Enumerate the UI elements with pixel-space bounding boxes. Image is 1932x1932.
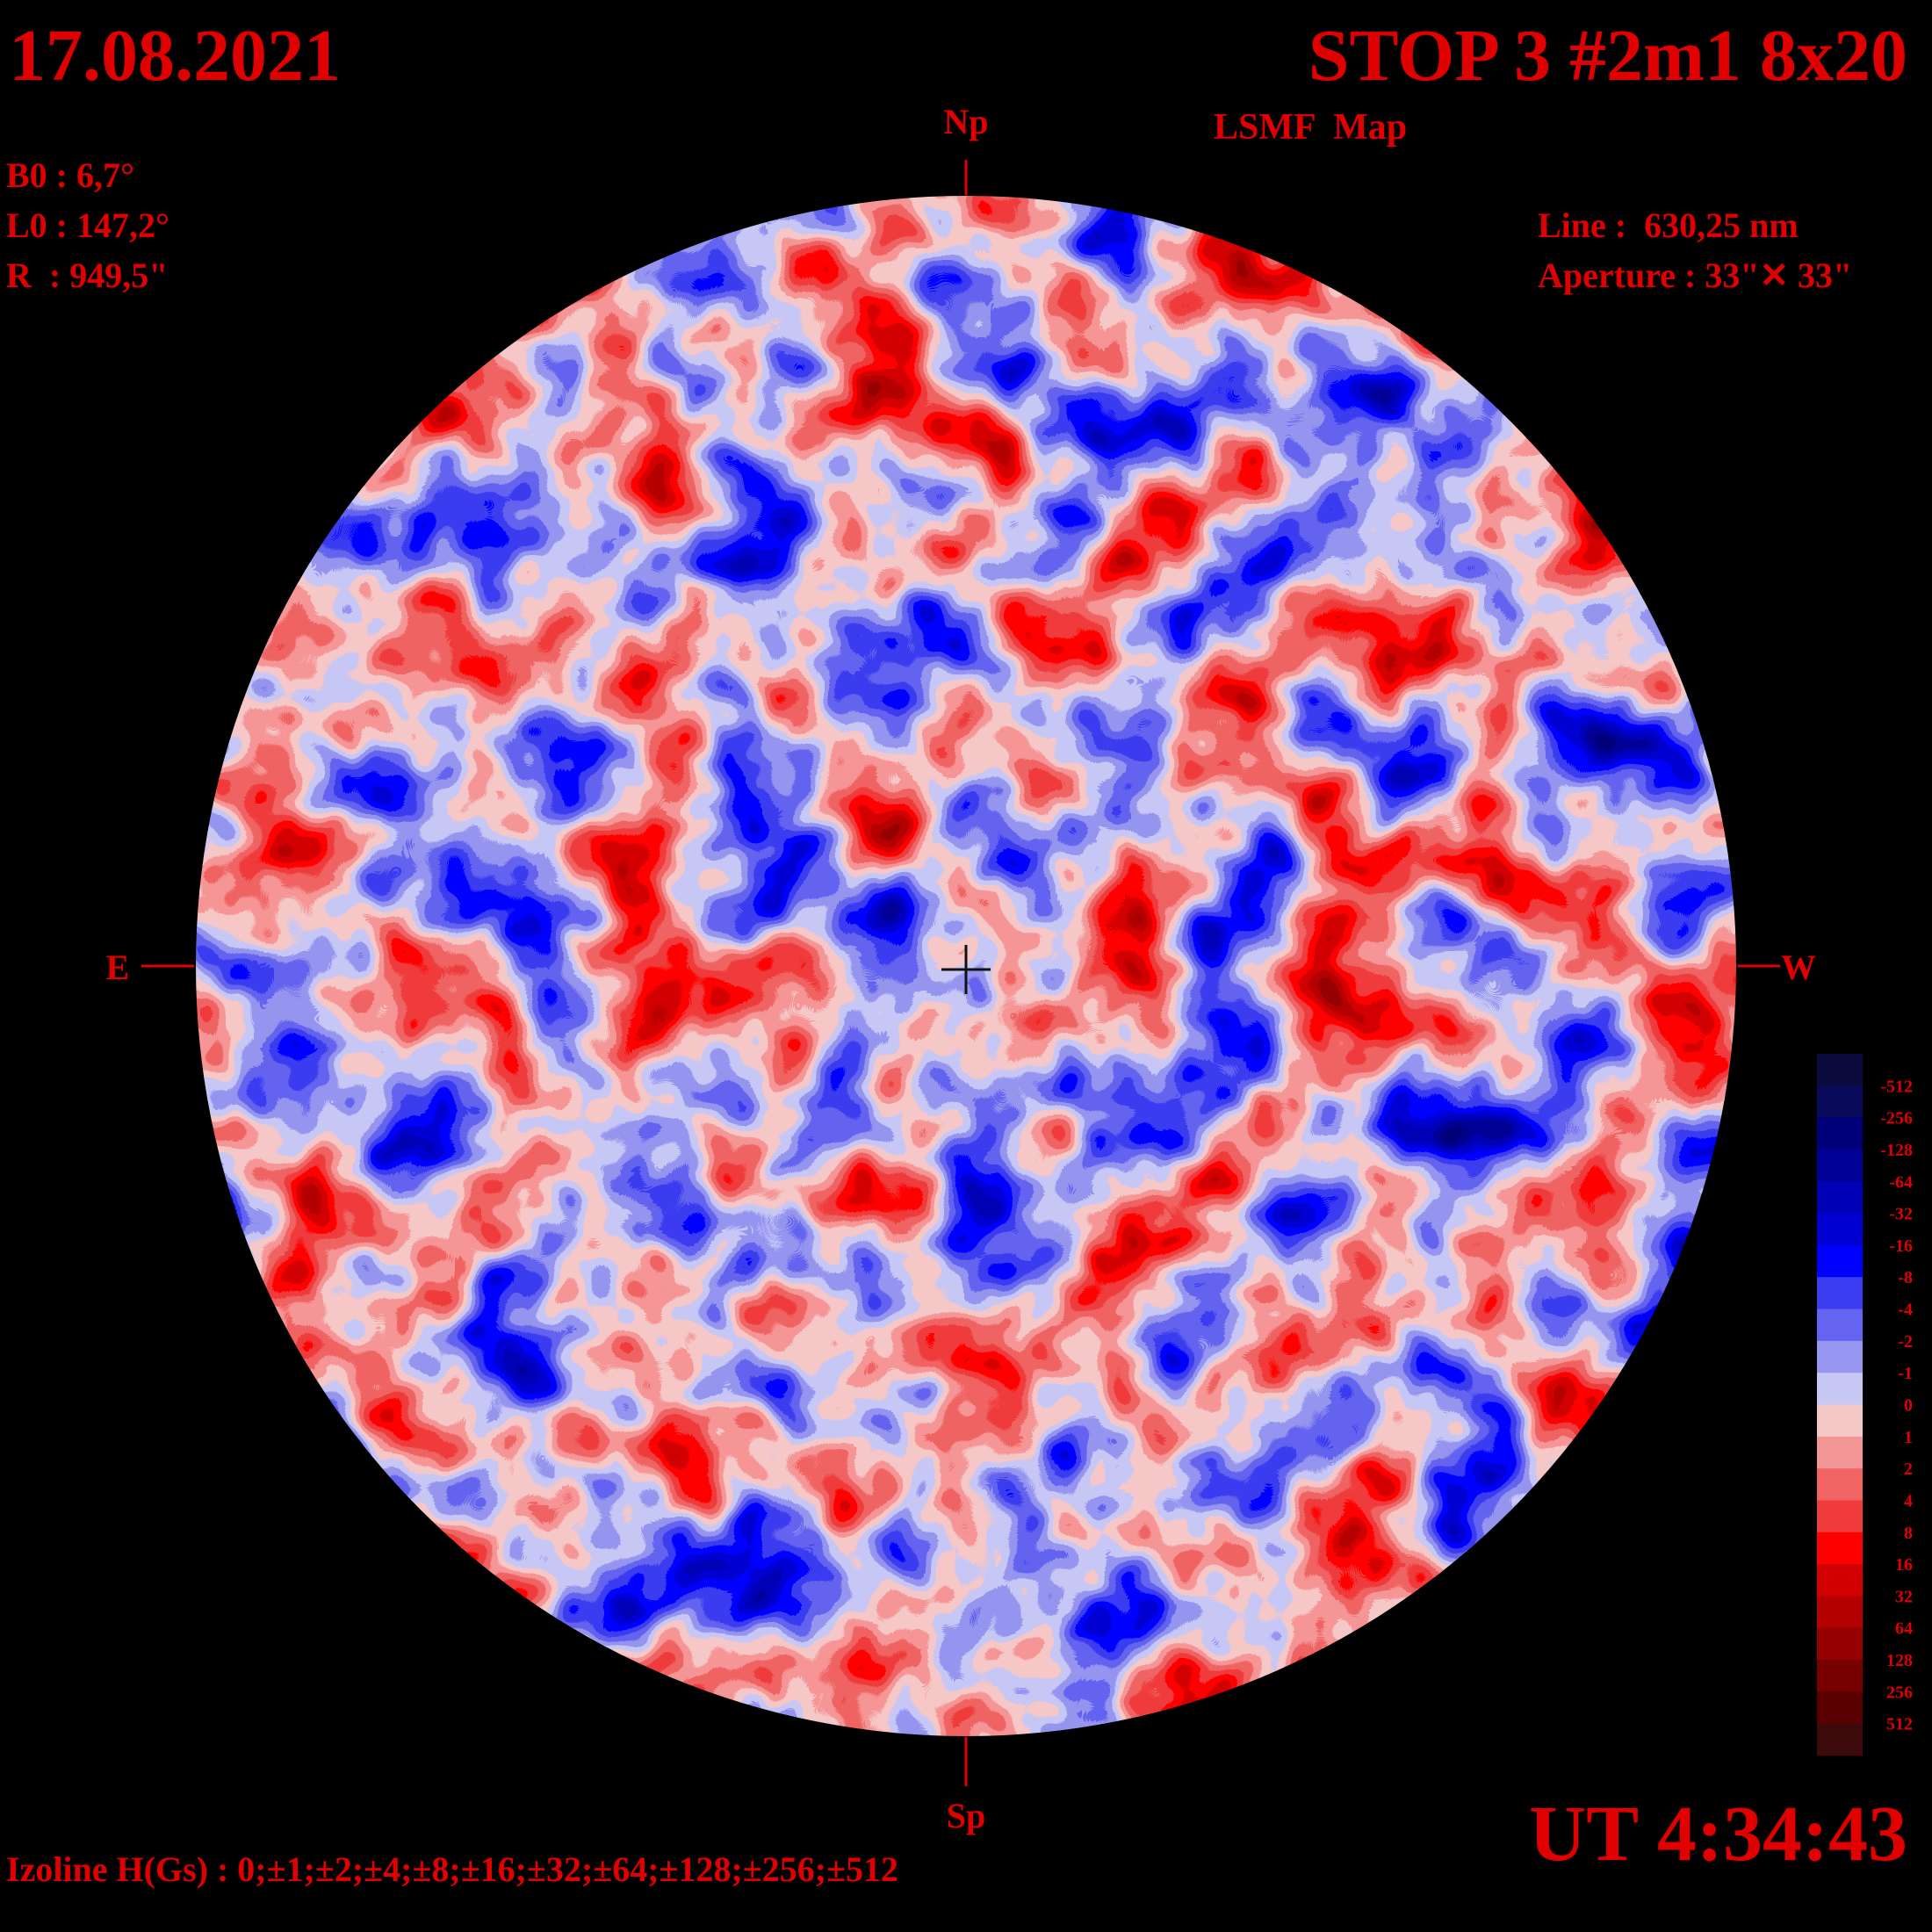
colorbar-label: -16 bbox=[1889, 1236, 1913, 1256]
center-cross bbox=[941, 945, 991, 994]
colorbar-label: -2 bbox=[1898, 1332, 1913, 1352]
colorbar-label: 8 bbox=[1904, 1524, 1913, 1543]
colorbar-band bbox=[1817, 1181, 1863, 1215]
colorbar-band bbox=[1817, 1085, 1863, 1119]
colorbar-label: 16 bbox=[1895, 1555, 1913, 1575]
colorbar-label: -1 bbox=[1898, 1364, 1913, 1383]
colorbar-band bbox=[1817, 1436, 1863, 1469]
north-label: Np bbox=[943, 102, 988, 141]
subtitle: LSMF Map bbox=[1214, 107, 1407, 148]
line-info: Line : 630,25 nm bbox=[1538, 205, 1799, 245]
colorbar-band bbox=[1817, 1468, 1863, 1501]
east-label: E bbox=[106, 948, 130, 987]
colorbar-band bbox=[1817, 1627, 1863, 1661]
colorbar-label: -256 bbox=[1880, 1109, 1913, 1128]
colorbar-label: 2 bbox=[1904, 1460, 1913, 1479]
colorbar-band bbox=[1817, 1213, 1863, 1246]
colorbar-band bbox=[1817, 1277, 1863, 1310]
west-label: W bbox=[1781, 948, 1816, 987]
colorbar-band bbox=[1817, 1340, 1863, 1373]
colorbar-label: 128 bbox=[1886, 1651, 1913, 1670]
colorbar-band bbox=[1817, 1308, 1863, 1342]
colorbar-band bbox=[1817, 1404, 1863, 1438]
colorbar-band bbox=[1817, 1723, 1863, 1756]
colorbar-band bbox=[1817, 1500, 1863, 1533]
colorbar-band bbox=[1817, 1117, 1863, 1150]
colorbar-label: 4 bbox=[1904, 1491, 1913, 1510]
colorbar-band bbox=[1817, 1373, 1863, 1405]
colorbar-label: -32 bbox=[1889, 1205, 1913, 1224]
radius: R : 949,5" bbox=[6, 256, 168, 295]
colorbar-band bbox=[1817, 1660, 1863, 1692]
colorbar-label: 1 bbox=[1904, 1428, 1913, 1447]
colorbar: -512 -256 -128 -64 -32 -16 -8 -4 -2 -1 0 1 2 4 8 16 32 64… bbox=[1817, 1054, 1913, 1756]
izoline: Izoline H(Gs) : 0;±1;±2;±4;±8;±16;±32;±6… bbox=[6, 1849, 898, 1889]
date: 17.08.2021 bbox=[9, 15, 341, 97]
colorbar-label: -128 bbox=[1880, 1141, 1913, 1160]
colorbar-band bbox=[1817, 1532, 1863, 1565]
b0: B0 : 6,7° bbox=[6, 155, 134, 195]
colorbar-label: 32 bbox=[1895, 1587, 1913, 1606]
l0: L0 : 147,2° bbox=[6, 205, 169, 245]
colorbar-band bbox=[1817, 1054, 1863, 1086]
title: STOP 3 #2m1 8x20 bbox=[1308, 15, 1907, 97]
colorbar-label: 256 bbox=[1886, 1683, 1913, 1702]
colorbar-band bbox=[1817, 1596, 1863, 1629]
colorbar-label: -64 bbox=[1889, 1172, 1913, 1192]
south-label: Sp bbox=[947, 1796, 986, 1835]
colorbar-band bbox=[1817, 1149, 1863, 1182]
colorbar-label: 512 bbox=[1886, 1715, 1913, 1734]
colorbar-band bbox=[1817, 1564, 1863, 1597]
colorbar-label: 64 bbox=[1895, 1619, 1913, 1639]
colorbar-label: -512 bbox=[1880, 1077, 1913, 1096]
aperture: Aperture : 33"✕ 33" bbox=[1538, 256, 1852, 295]
colorbar-label: -8 bbox=[1898, 1268, 1913, 1287]
colorbar-label: 0 bbox=[1904, 1396, 1913, 1416]
colorbar-band bbox=[1817, 1244, 1863, 1278]
time: UT 4:34:43 bbox=[1529, 1791, 1907, 1878]
colorbar-label: -4 bbox=[1898, 1301, 1913, 1320]
colorbar-band bbox=[1817, 1691, 1863, 1725]
